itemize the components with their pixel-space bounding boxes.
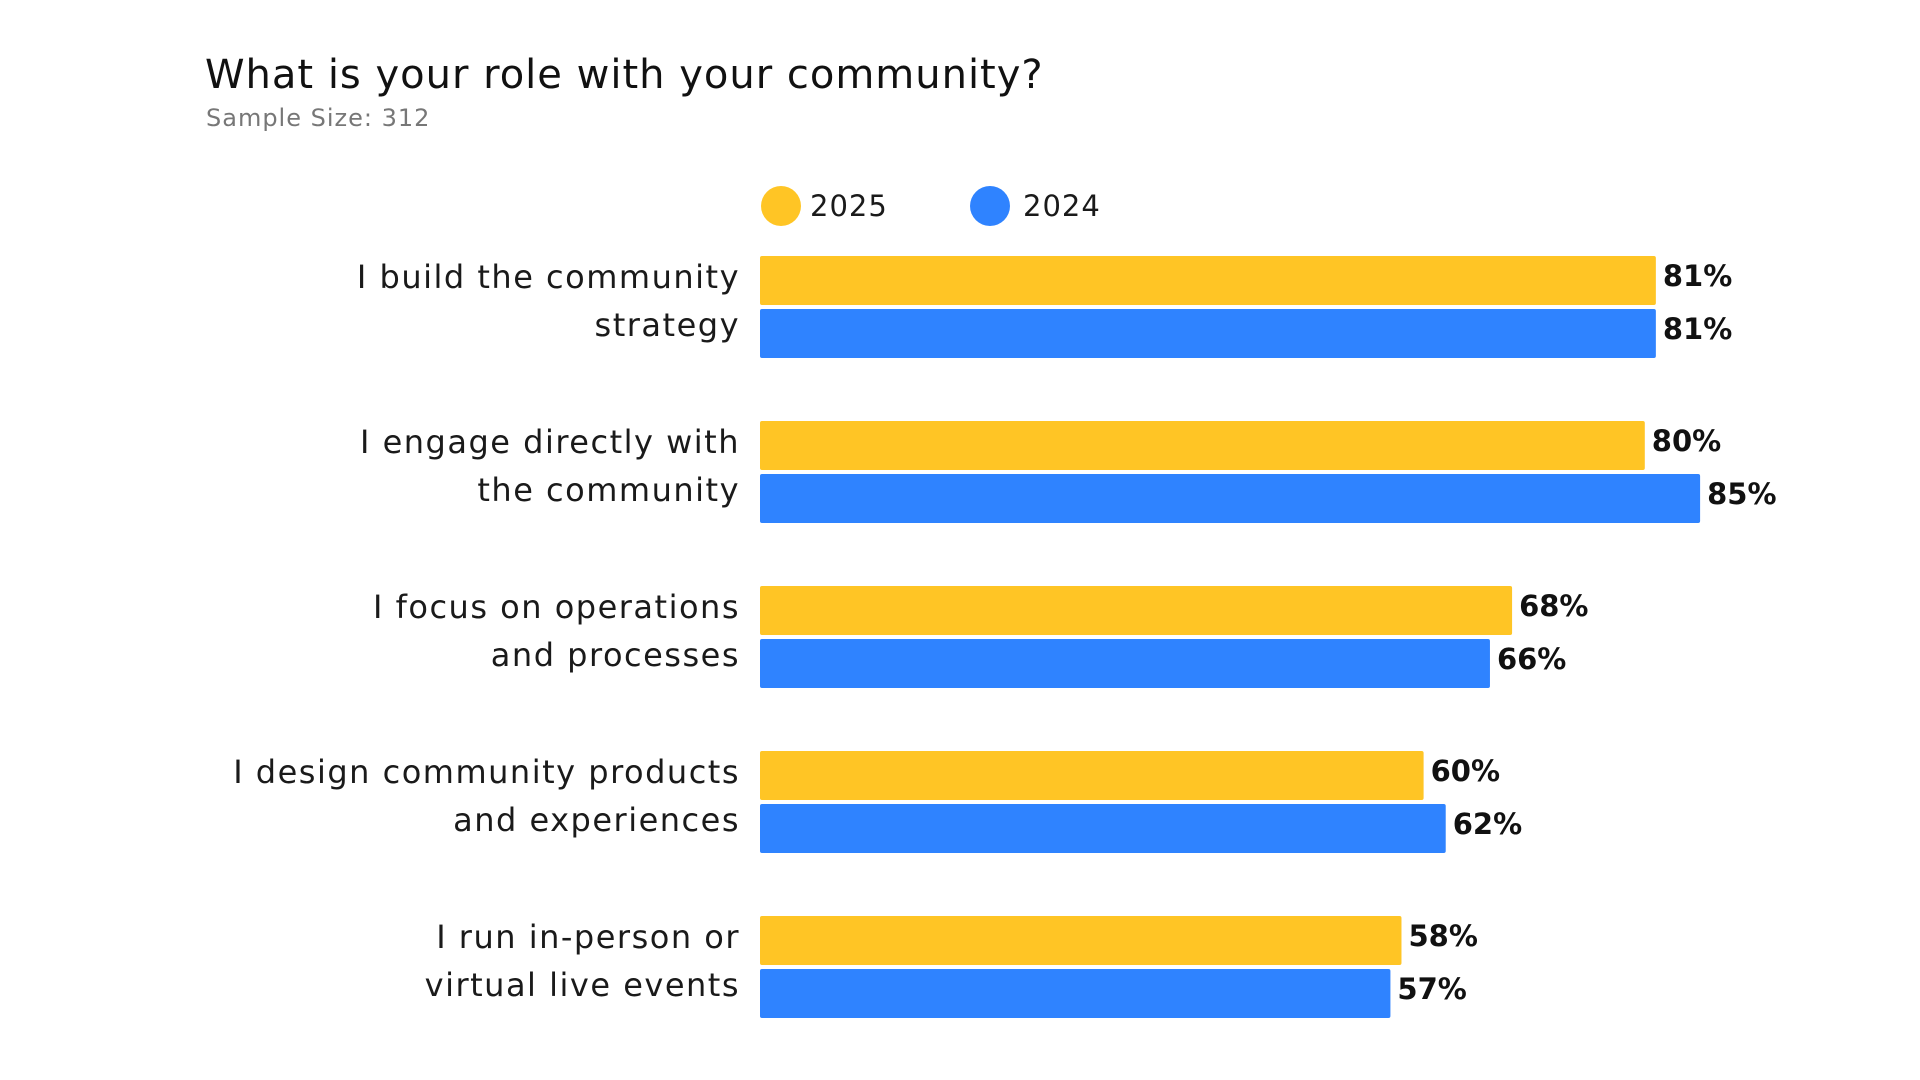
value-label-2025-2: 80% <box>1652 424 1721 458</box>
value-label-2024-3: 66% <box>1497 642 1566 676</box>
chart-legend: 2025 2024 <box>761 186 1101 226</box>
category-label: I engage directly with <box>360 423 740 461</box>
bar-2024-3 <box>760 639 1490 688</box>
legend-marker-2025 <box>761 186 801 226</box>
bar-2025-2 <box>760 421 1645 470</box>
category-label: strategy <box>595 306 740 344</box>
chart-subtitle: Sample Size: 312 <box>206 104 431 132</box>
bar-2024-2 <box>760 474 1701 523</box>
bar-2025-5 <box>760 916 1402 965</box>
bar-2025-1 <box>760 256 1656 305</box>
bar-2024-4 <box>760 804 1446 853</box>
value-labels: 81% 81% 80% 85% 68% 66% 60% 62% 58% 57% <box>1397 259 1776 1006</box>
value-label-2025-5: 58% <box>1408 919 1477 953</box>
value-label-2025-4: 60% <box>1431 754 1500 788</box>
bar-2025-3 <box>760 586 1513 635</box>
value-label-2024-5: 57% <box>1397 972 1466 1006</box>
category-label: virtual live events <box>425 966 740 1004</box>
category-label: I focus on operations <box>373 588 740 626</box>
category-label: I build the community <box>357 258 740 296</box>
bar-series <box>760 256 1701 1018</box>
category-label: I design community products <box>233 753 740 791</box>
legend-label-2024: 2024 <box>1023 189 1101 223</box>
category-label: I run in-person or <box>436 918 740 956</box>
legend-label-2025: 2025 <box>810 189 888 223</box>
value-label-2025-3: 68% <box>1519 589 1588 623</box>
category-label: and processes <box>491 636 740 674</box>
bar-2024-5 <box>760 969 1391 1018</box>
value-label-2025-1: 81% <box>1663 259 1732 293</box>
value-label-2024-4: 62% <box>1453 807 1522 841</box>
category-label: the community <box>477 471 740 509</box>
value-label-2024-2: 85% <box>1707 477 1776 511</box>
category-label: and experiences <box>453 801 740 839</box>
chart-title: What is your role with your community? <box>205 52 1044 98</box>
legend-marker-2024 <box>970 186 1010 226</box>
category-labels: I build the community strategy I engage di… <box>233 258 740 1004</box>
value-label-2024-1: 81% <box>1663 312 1732 346</box>
bar-2024-1 <box>760 309 1656 358</box>
bar-2025-4 <box>760 751 1424 800</box>
